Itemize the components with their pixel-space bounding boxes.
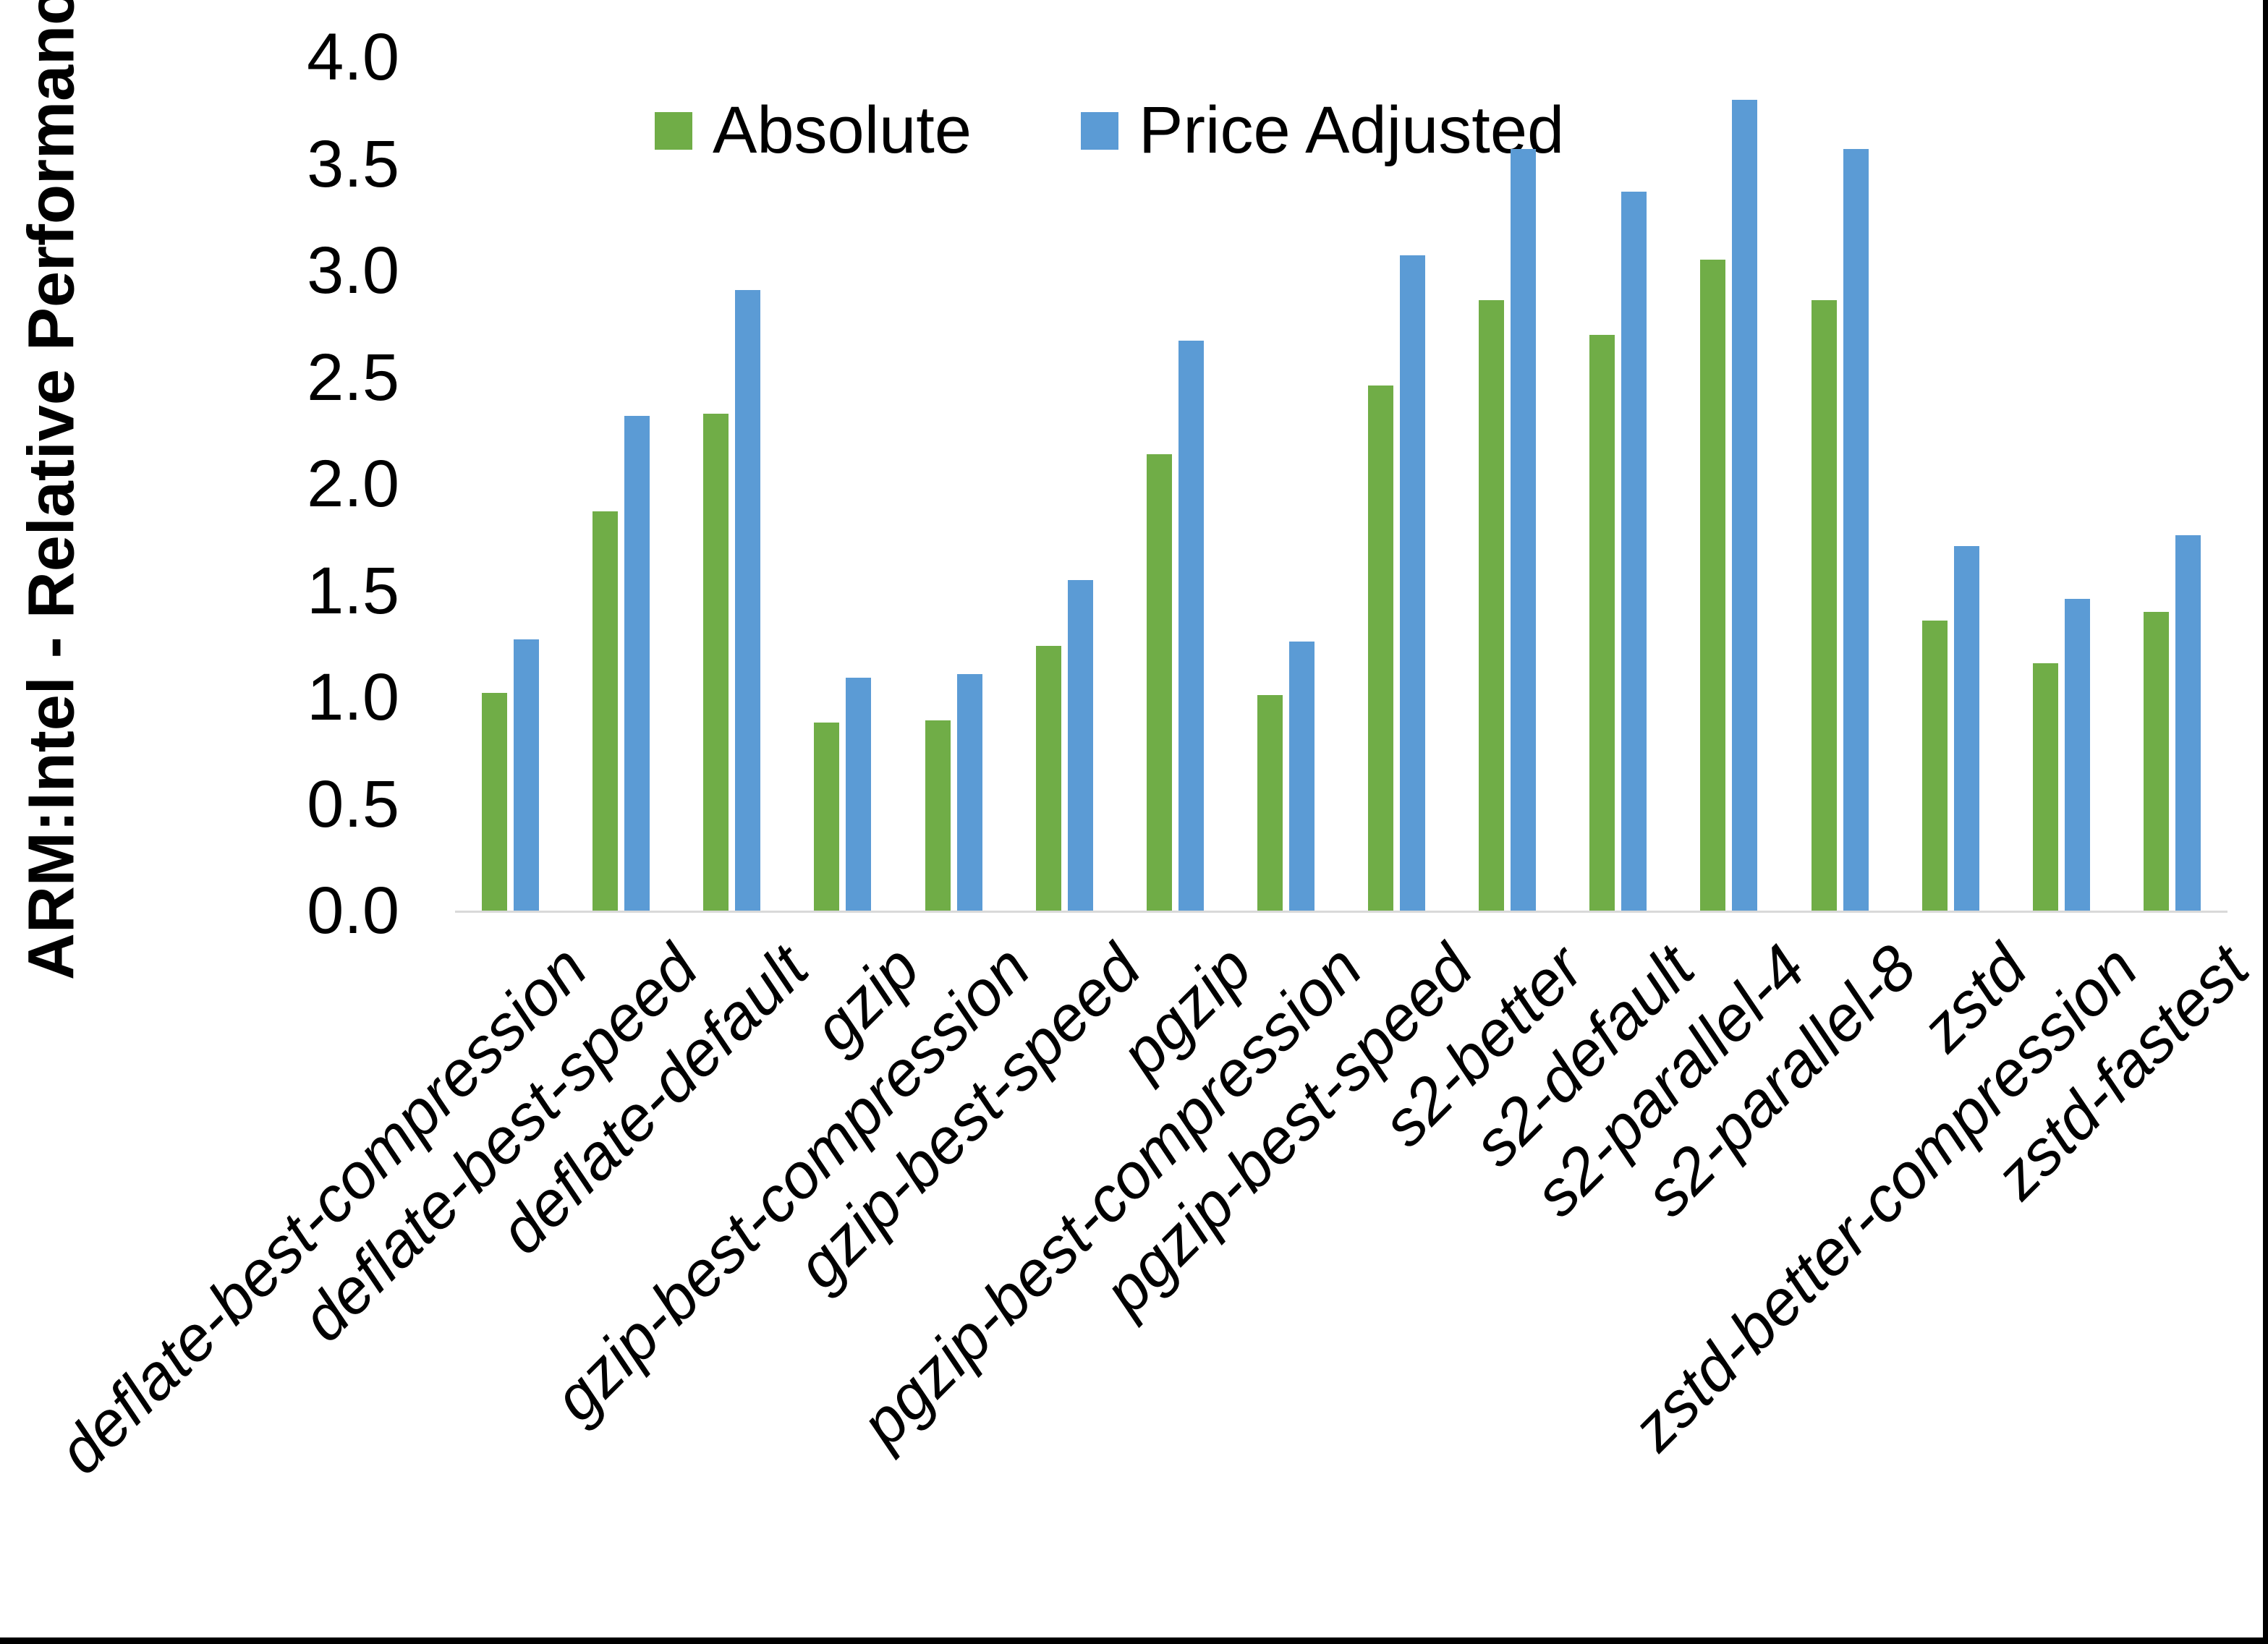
legend: Absolute Price Adjusted xyxy=(655,93,1564,169)
bar-price-adjusted-pgzip xyxy=(1178,341,1204,911)
bar-price-adjusted-s2-parallel-4 xyxy=(1732,100,1758,911)
category-slot xyxy=(787,57,898,911)
bar-price-adjusted-s2-parallel-8 xyxy=(1843,148,1869,911)
bar-absolute-zstd xyxy=(1921,620,1948,911)
category-slot xyxy=(1452,57,1563,911)
bar-absolute-zstd-fastest xyxy=(2143,612,2169,911)
bar-price-adjusted-gzip xyxy=(846,678,872,911)
category-slot xyxy=(1673,57,1784,911)
category-slot xyxy=(899,57,1009,911)
frame-border-right xyxy=(2263,0,2268,1644)
bar-absolute-deflate-default xyxy=(703,413,729,911)
category-slot xyxy=(1231,57,1341,911)
y-tick-label: 4.0 xyxy=(307,20,399,94)
bar-price-adjusted-deflate-best-speed xyxy=(624,415,650,911)
y-tick-label: 1.0 xyxy=(307,660,399,734)
category-slot xyxy=(1009,57,1120,911)
bar-price-adjusted-gzip-best-speed xyxy=(1067,579,1093,911)
bar-price-adjusted-pgzip-best-compression xyxy=(1288,642,1314,911)
category-slot xyxy=(566,57,676,911)
bar-price-adjusted-deflate-best-compression xyxy=(514,639,540,911)
bar-absolute-pgzip-best-compression xyxy=(1257,695,1283,911)
bar-absolute-deflate-best-speed xyxy=(593,511,619,911)
plot-area xyxy=(455,57,2227,913)
y-tick-label: 0.0 xyxy=(307,874,399,947)
bar-price-adjusted-s2-default xyxy=(1621,191,1647,911)
category-slot xyxy=(676,57,787,911)
y-tick-label: 3.5 xyxy=(307,127,399,201)
bar-absolute-s2-parallel-8 xyxy=(1811,300,1837,911)
category-slot xyxy=(455,57,566,911)
bar-price-adjusted-zstd-better-compression xyxy=(2064,599,2090,911)
bar-absolute-gzip-best-compression xyxy=(925,720,951,911)
category-slot xyxy=(1563,57,1673,911)
bar-price-adjusted-pgzip-best-speed xyxy=(1400,255,1426,911)
legend-swatch-price-adjusted xyxy=(1081,111,1119,150)
category-slot xyxy=(1341,57,1452,911)
bar-price-adjusted-deflate-default xyxy=(735,289,761,911)
y-tick-label: 0.5 xyxy=(307,767,399,841)
bar-absolute-gzip-best-speed xyxy=(1035,646,1061,911)
bar-price-adjusted-s2-better xyxy=(1511,148,1537,911)
y-tick-label: 1.5 xyxy=(307,553,399,628)
category-slot xyxy=(1895,57,2006,911)
category-slot xyxy=(2117,57,2227,911)
y-tick-label: 3.0 xyxy=(307,234,399,307)
bar-price-adjusted-gzip-best-compression xyxy=(956,673,982,911)
bar-absolute-s2-better xyxy=(1479,300,1505,911)
frame-border-bottom xyxy=(0,1637,2268,1644)
bar-absolute-pgzip-best-speed xyxy=(1368,386,1394,911)
category-slot xyxy=(2006,57,2117,911)
category-slot xyxy=(1120,57,1231,911)
bar-absolute-s2-default xyxy=(1589,334,1615,911)
bar-absolute-deflate-best-compression xyxy=(482,693,508,911)
bar-price-adjusted-zstd-fastest xyxy=(2175,534,2201,911)
legend-label-price-adjusted: Price Adjusted xyxy=(1139,93,1565,167)
bar-absolute-s2-parallel-4 xyxy=(1700,260,1726,911)
category-slot xyxy=(1785,57,1895,911)
y-tick-label: 2.5 xyxy=(307,340,399,414)
bar-absolute-gzip xyxy=(814,723,840,911)
bar-price-adjusted-zstd xyxy=(1953,545,1979,911)
legend-swatch-absolute xyxy=(655,111,692,150)
bar-absolute-pgzip xyxy=(1146,453,1172,911)
bar-absolute-zstd-better-compression xyxy=(2032,663,2058,911)
y-tick-label: 2.0 xyxy=(307,447,399,521)
legend-label-absolute: Absolute xyxy=(713,93,972,167)
